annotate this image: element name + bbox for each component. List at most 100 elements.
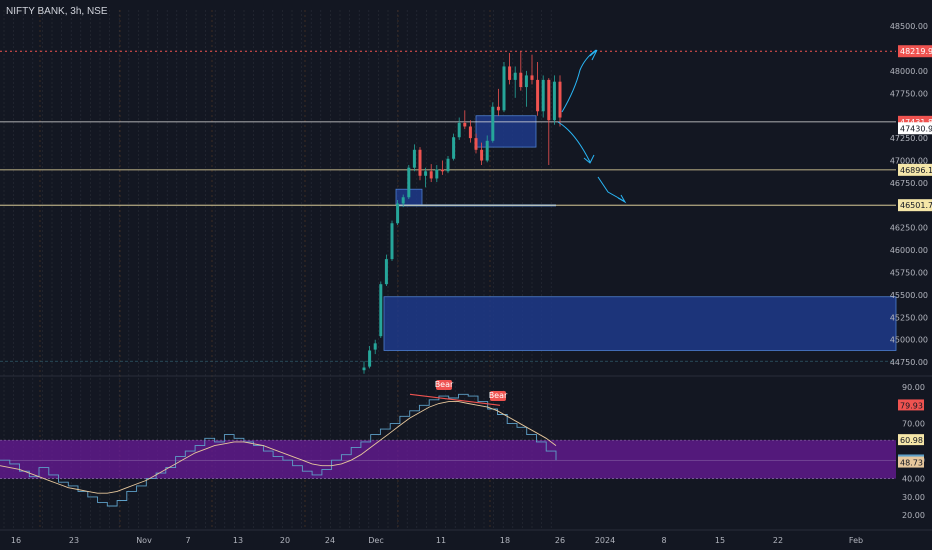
- time-tick-label: 11: [436, 536, 446, 545]
- candle-body: [440, 169, 444, 172]
- bear-divergence-line: [409, 393, 501, 406]
- price-tick-label: 45000.00: [890, 336, 928, 345]
- time-tick-label: Feb: [849, 536, 863, 545]
- candle-body: [474, 138, 478, 150]
- candle-body: [435, 169, 439, 179]
- rsi-value-tag-text: 79.93: [900, 401, 923, 410]
- bear-divergence-badge: [436, 379, 452, 390]
- time-tick-label: 15: [715, 536, 725, 545]
- candle-body: [412, 149, 416, 168]
- candle-body: [401, 197, 405, 204]
- candle-body: [362, 367, 366, 371]
- time-tick-label: 20: [280, 536, 290, 545]
- projection-up-curve: [561, 49, 597, 113]
- time-tick-label: 23: [69, 536, 79, 545]
- price-level-tag-text: 47430.95: [900, 124, 932, 133]
- price-tick-label: 47000.00: [890, 157, 928, 166]
- candle-body: [407, 167, 411, 198]
- price-tick-label: 45250.00: [890, 313, 928, 322]
- projection-up-arrowhead: [589, 49, 598, 61]
- bear-divergence-badge: [490, 390, 506, 401]
- projection-down-curve: [557, 121, 591, 163]
- time-tick-label: 16: [11, 536, 21, 545]
- candle-body: [491, 106, 495, 141]
- candle-body: [390, 223, 394, 260]
- time-tick-label: 22: [773, 536, 783, 545]
- candle-body: [558, 81, 562, 118]
- price-level-tag: [898, 163, 932, 176]
- candle-body: [424, 171, 428, 176]
- time-tick-label: 24: [325, 536, 335, 545]
- candle-body: [457, 122, 461, 138]
- rsi-band: [0, 440, 896, 479]
- candle-body: [547, 79, 551, 121]
- projection-lower-arrowhead: [617, 194, 627, 204]
- candle-body: [541, 79, 545, 112]
- price-tick-label: 48500.00: [890, 22, 928, 31]
- time-tick-label: 26: [555, 536, 565, 545]
- time-tick-label: 18: [500, 536, 510, 545]
- projection-down-arrowhead: [583, 154, 595, 164]
- candle-body: [463, 122, 467, 127]
- time-tick-label: Nov: [136, 536, 152, 545]
- time-tick-label: 8: [661, 536, 666, 545]
- candle-body: [452, 137, 456, 159]
- price-level-tag-text: 46896.15: [900, 166, 932, 175]
- time-tick-label: Dec: [368, 536, 383, 545]
- candle-body: [485, 140, 489, 161]
- price-level-tag-text: 48219.96: [900, 47, 932, 56]
- candle-body: [368, 350, 372, 367]
- time-tick-label: 2024: [595, 536, 615, 545]
- candle-body: [396, 203, 400, 224]
- candle-body: [524, 75, 528, 88]
- rsi-tick-label: 70.00: [902, 420, 925, 429]
- rsi-value-tag-text: 60.98: [900, 436, 923, 445]
- rsi-value-tag: [898, 399, 924, 411]
- candle-body: [513, 72, 517, 80]
- rsi-line: [0, 393, 557, 507]
- candle-body: [508, 66, 512, 80]
- candle-body: [502, 66, 506, 111]
- rsi-moving-average: [0, 401, 557, 494]
- rsi-tick-label: 40.00: [902, 475, 925, 484]
- price-tick-label: 47750.00: [890, 89, 928, 98]
- price-level-tag: [898, 122, 932, 135]
- price-level-tag-text: 46501.75: [900, 201, 932, 210]
- candle-body: [384, 259, 388, 285]
- price-tick-label: 45500.00: [890, 291, 928, 300]
- price-tick-label: 46250.00: [890, 224, 928, 233]
- rsi-value-tag-text: 48.73: [900, 459, 923, 468]
- candle-body: [429, 171, 433, 179]
- time-tick-label: 7: [185, 536, 190, 545]
- projection-lower-curve: [597, 176, 625, 202]
- candle-body: [379, 284, 383, 337]
- supply-zone: [475, 115, 537, 148]
- price-level-tag: [898, 45, 932, 58]
- price-tick-label: 48000.00: [890, 67, 928, 76]
- price-tick-label: 44750.00: [890, 358, 928, 367]
- time-tick-label: 13: [233, 536, 243, 545]
- price-level-tag: [898, 199, 932, 212]
- candle-body: [418, 149, 422, 176]
- rsi-tick-label: 90.00: [902, 383, 925, 392]
- candle-body: [480, 149, 484, 161]
- bear-divergence-label: Bear: [435, 380, 454, 389]
- price-tick-label: 47250.00: [890, 134, 928, 143]
- demand-zone-large: [383, 296, 897, 351]
- candle-body: [446, 158, 450, 172]
- rsi-tick-label: 20.00: [902, 511, 925, 520]
- candle-body: [530, 75, 534, 80]
- candle-body: [519, 72, 523, 88]
- price-tick-label: 46750.00: [890, 179, 928, 188]
- bear-divergence-label: Bear: [489, 391, 508, 400]
- price-tick-label: 45750.00: [890, 269, 928, 278]
- candle-body: [496, 106, 500, 111]
- rsi-value-tag: [898, 434, 924, 446]
- candle-body: [536, 79, 540, 112]
- rsi-tick-label: 30.00: [902, 493, 925, 502]
- candle-body: [552, 81, 556, 121]
- symbol-title: NIFTY BANK, 3h, NSE: [6, 6, 108, 17]
- rsi-value-tag: [898, 456, 924, 468]
- candle-body: [373, 343, 377, 350]
